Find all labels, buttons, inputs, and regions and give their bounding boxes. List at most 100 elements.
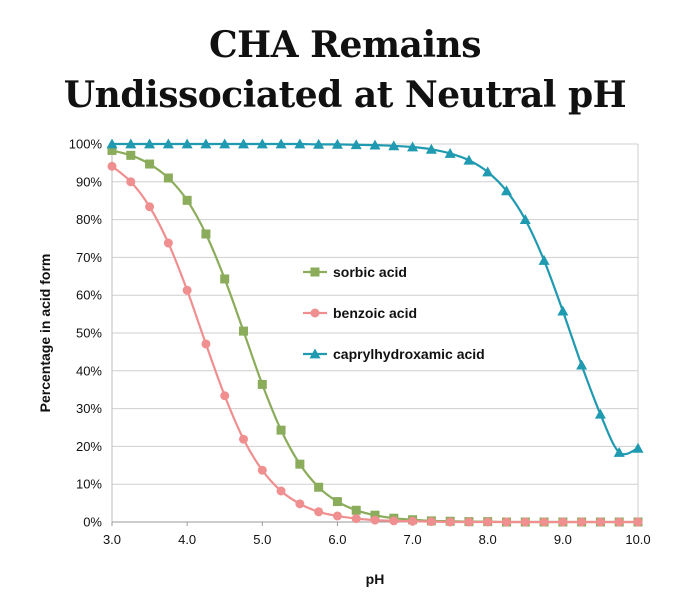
- legend-marker-sorbic-acid: [310, 267, 320, 277]
- y-tick-label: 50%: [76, 326, 102, 341]
- data-point-sorbic-acid: [182, 195, 192, 205]
- data-point-caprylhydroxamic-acid: [501, 185, 512, 196]
- y-tick-label: 80%: [76, 212, 102, 227]
- x-axis-ticks: 3.0 4.0 5.0 6.0 7.0 8.0 9.0 10.0: [103, 522, 651, 547]
- data-point-sorbic-acid: [239, 326, 248, 336]
- y-tick-label: 10%: [76, 477, 102, 492]
- data-point-caprylhydroxamic-acid: [613, 446, 625, 457]
- x-tick-label: 7.0: [404, 532, 422, 547]
- data-point-caprylhydroxamic-acid: [256, 138, 268, 149]
- data-point-benzoic-acid: [595, 517, 605, 527]
- data-point-caprylhydroxamic-acid: [407, 141, 419, 152]
- data-point-caprylhydroxamic-acid: [125, 138, 137, 149]
- y-tick-label: 40%: [76, 363, 102, 378]
- series-sorbic-acid: [107, 145, 643, 527]
- data-point-caprylhydroxamic-acid: [275, 138, 287, 149]
- y-tick-label: 70%: [76, 250, 102, 265]
- y-tick-label: 20%: [76, 439, 102, 454]
- data-point-sorbic-acid: [370, 510, 380, 520]
- data-point-sorbic-acid: [220, 274, 230, 284]
- data-point-caprylhydroxamic-acid: [313, 138, 325, 149]
- data-point-benzoic-acid: [239, 434, 248, 444]
- data-point-benzoic-acid: [257, 465, 267, 475]
- data-point-benzoic-acid: [520, 517, 530, 527]
- data-point-caprylhydroxamic-acid: [200, 138, 212, 149]
- y-tick-label: 60%: [76, 288, 102, 303]
- data-point-benzoic-acid: [332, 511, 342, 521]
- x-tick-label: 10.0: [625, 532, 650, 547]
- data-point-sorbic-acid: [295, 459, 305, 469]
- legend-marker-benzoic-acid: [310, 308, 320, 318]
- data-point-caprylhydroxamic-acid: [388, 140, 400, 151]
- data-point-caprylhydroxamic-acid: [576, 359, 588, 370]
- data-point-caprylhydroxamic-acid: [331, 138, 343, 149]
- data-point-caprylhydroxamic-acid: [106, 138, 118, 149]
- data-point-benzoic-acid: [539, 517, 549, 527]
- data-point-caprylhydroxamic-acid: [444, 147, 456, 158]
- data-point-benzoic-acid: [107, 161, 117, 171]
- legend-label-benzoic-acid: benzoic acid: [333, 305, 417, 321]
- legend-marker-caprylhydroxamic-acid: [309, 348, 321, 359]
- data-point-sorbic-acid: [351, 505, 361, 515]
- y-tick-label: 100%: [69, 137, 103, 152]
- series-group: [106, 138, 644, 527]
- data-point-caprylhydroxamic-acid: [632, 442, 644, 453]
- series-line-sorbic-acid: [111, 149, 638, 524]
- data-point-benzoic-acid: [445, 517, 455, 527]
- data-point-caprylhydroxamic-acid: [519, 214, 531, 224]
- series-benzoic-acid: [107, 161, 643, 527]
- data-point-benzoic-acid: [483, 517, 493, 527]
- x-axis-title: pH: [366, 571, 385, 587]
- data-point-caprylhydroxamic-acid: [294, 138, 306, 149]
- y-tick-label: 0%: [83, 515, 102, 530]
- data-point-benzoic-acid: [126, 177, 136, 187]
- chart-title-line-2: Undissociated at Neutral pH: [63, 74, 627, 116]
- data-point-benzoic-acid: [220, 391, 230, 401]
- data-point-caprylhydroxamic-acid: [482, 166, 494, 177]
- data-point-sorbic-acid: [332, 497, 342, 507]
- x-tick-label: 4.0: [178, 532, 196, 547]
- data-point-caprylhydroxamic-acid: [463, 154, 475, 165]
- chart-title-line-1: CHA Remains: [209, 24, 482, 66]
- x-tick-label: 6.0: [328, 532, 346, 547]
- y-axis-ticks: 0% 10% 20% 30% 40% 50% 60% 70% 80% 90% 100%: [69, 137, 103, 530]
- x-tick-label: 9.0: [554, 532, 572, 547]
- data-point-caprylhydroxamic-acid: [557, 305, 569, 316]
- data-point-caprylhydroxamic-acid: [219, 138, 231, 149]
- data-point-sorbic-acid: [314, 482, 324, 492]
- data-point-sorbic-acid: [201, 229, 211, 239]
- data-point-benzoic-acid: [633, 517, 643, 527]
- data-point-benzoic-acid: [370, 515, 380, 525]
- data-point-benzoic-acid: [614, 517, 624, 527]
- data-point-benzoic-acid: [577, 517, 587, 527]
- data-point-benzoic-acid: [182, 285, 192, 295]
- data-point-benzoic-acid: [426, 517, 436, 527]
- data-point-caprylhydroxamic-acid: [181, 138, 193, 149]
- data-point-benzoic-acid: [502, 517, 511, 527]
- data-point-caprylhydroxamic-acid: [594, 408, 606, 419]
- y-axis-title: Percentage in acid form: [37, 254, 53, 413]
- legend-label-caprylhydroxamic-acid: caprylhydroxamic acid: [333, 346, 485, 362]
- data-point-caprylhydroxamic-acid: [369, 139, 381, 150]
- y-tick-label: 30%: [76, 401, 102, 416]
- data-point-caprylhydroxamic-acid: [238, 138, 249, 149]
- data-point-benzoic-acid: [201, 339, 211, 349]
- data-point-caprylhydroxamic-acid: [144, 138, 156, 149]
- data-point-caprylhydroxamic-acid: [425, 143, 437, 154]
- data-point-sorbic-acid: [145, 159, 155, 169]
- x-tick-label: 8.0: [479, 532, 497, 547]
- data-point-benzoic-acid: [276, 486, 286, 496]
- data-point-sorbic-acid: [163, 173, 173, 183]
- data-point-benzoic-acid: [351, 514, 361, 524]
- data-point-sorbic-acid: [276, 425, 286, 435]
- y-tick-label: 90%: [76, 174, 102, 189]
- data-point-benzoic-acid: [145, 202, 155, 212]
- legend-label-sorbic-acid: sorbic acid: [333, 264, 407, 280]
- data-point-benzoic-acid: [408, 516, 418, 526]
- x-tick-label: 3.0: [103, 532, 121, 547]
- data-point-benzoic-acid: [314, 507, 324, 517]
- data-point-benzoic-acid: [295, 499, 305, 509]
- data-point-benzoic-acid: [389, 516, 399, 526]
- x-tick-label: 5.0: [253, 532, 271, 547]
